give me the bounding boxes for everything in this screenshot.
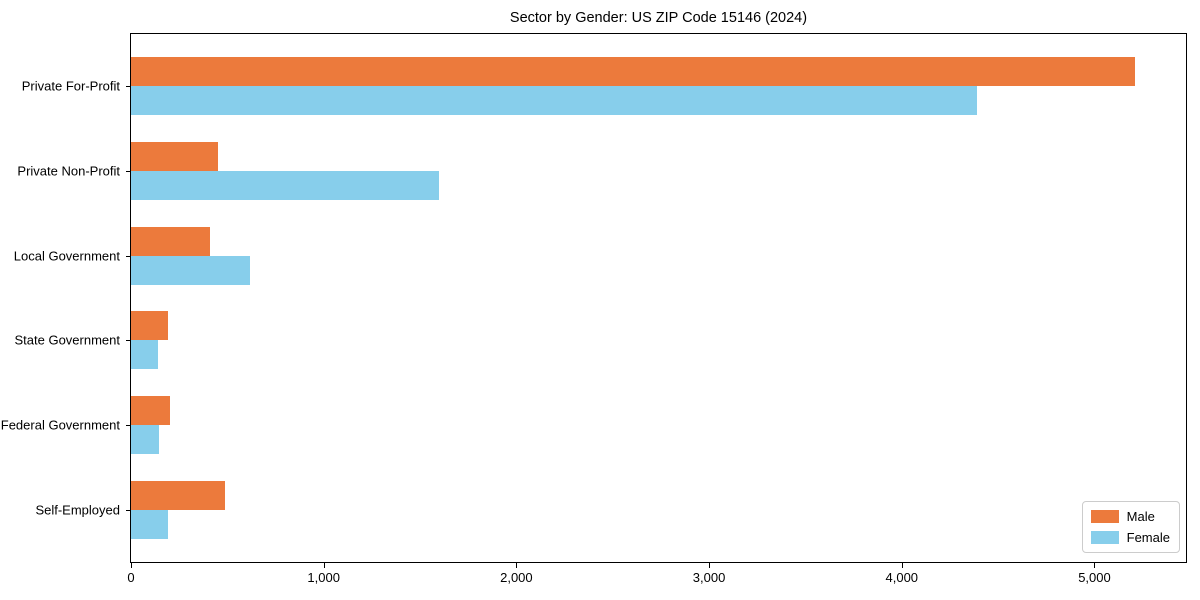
x-tick-label-4: 4,000 (885, 570, 919, 585)
plot-area: Male Female (130, 33, 1187, 563)
y-tick-mark-0 (126, 86, 130, 87)
x-tick-label-2: 2,000 (500, 570, 533, 585)
bar-male-4 (131, 396, 170, 426)
x-tick-label-3: 3,000 (692, 570, 726, 585)
x-tick-label-0: 0 (127, 570, 135, 585)
bar-male-3 (131, 311, 168, 341)
y-tick-mark-5 (126, 510, 130, 511)
x-tick-label-1: 1,000 (307, 570, 340, 585)
x-tick-label-5: 5,000 (1078, 570, 1111, 585)
bar-female-4 (131, 425, 159, 455)
legend: Male Female (1081, 501, 1180, 553)
bar-male-5 (131, 481, 225, 510)
y-axis: Private For-Profit Private Non-Profit Loca… (0, 34, 130, 562)
y-tick-label-5: Self-Employed (35, 502, 120, 518)
legend-item-female: Female (1090, 530, 1170, 545)
y-tick-label-2: Local Government (13, 248, 120, 264)
bar-female-5 (131, 510, 168, 539)
legend-label-female: Female (1126, 530, 1170, 545)
bar-male-2 (131, 226, 210, 256)
y-tick-label-4: Federal Government (0, 417, 120, 433)
y-tick-mark-2 (126, 255, 130, 257)
x-tick-mark-2 (516, 563, 518, 568)
x-tick-mark-3 (709, 563, 711, 568)
bar-female-2 (131, 255, 250, 285)
legend-item-male: Male (1090, 509, 1170, 524)
chart-title: Sector by Gender: US ZIP Code 15146 (202… (509, 10, 808, 26)
y-tick-label-1: Private Non-Profit (17, 163, 120, 179)
x-axis: 0 1,000 2,000 3,000 4,000 5,000 (127, 563, 1186, 593)
x-tick-mark-4 (901, 563, 903, 568)
y-tick-mark-3 (126, 340, 130, 342)
bars (131, 34, 1186, 562)
bar-female-1 (131, 170, 439, 200)
x-tick-mark-1 (323, 563, 325, 568)
bar-female-3 (131, 340, 158, 370)
legend-swatch-male (1090, 510, 1119, 523)
y-tick-mark-4 (126, 425, 130, 427)
bar-female-0 (131, 86, 977, 115)
legend-label-male: Male (1126, 509, 1155, 524)
bar-male-1 (131, 141, 218, 171)
y-tick-mark-1 (126, 170, 130, 172)
x-tick-mark-5 (1094, 563, 1096, 568)
bar-male-0 (131, 57, 1135, 86)
x-tick-mark-0 (131, 563, 132, 568)
legend-swatch-female (1090, 531, 1119, 544)
y-tick-label-0: Private For-Profit (21, 78, 120, 94)
y-tick-label-3: State Government (14, 332, 121, 348)
